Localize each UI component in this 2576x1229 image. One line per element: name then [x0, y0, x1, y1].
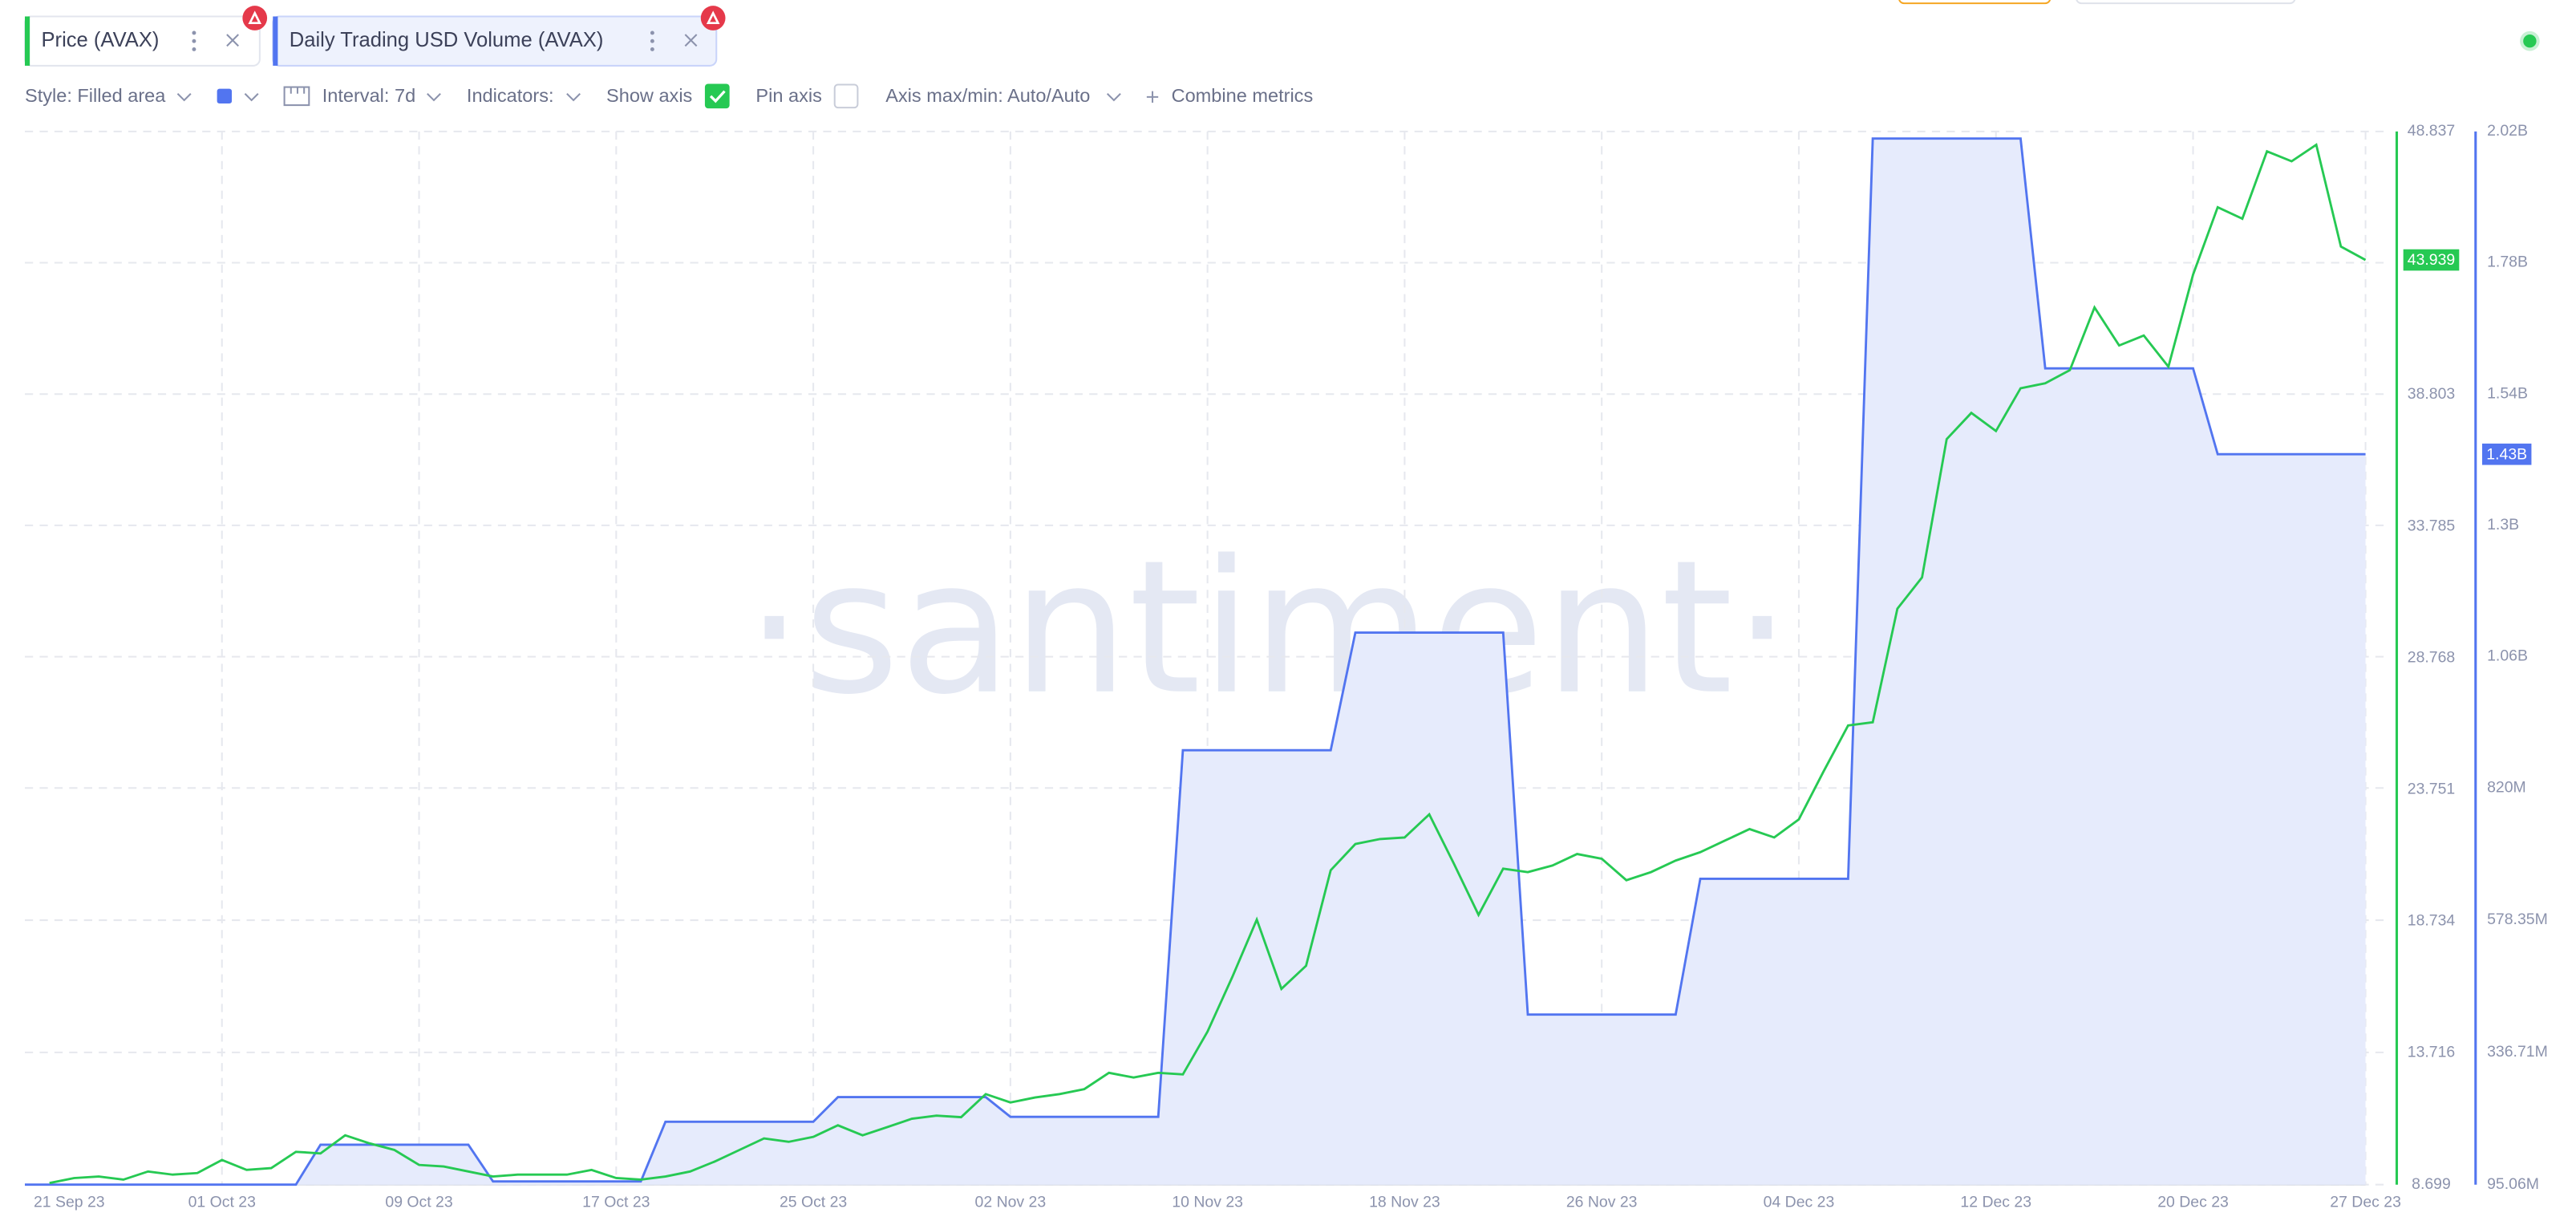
- current-value-label: 43.939: [2408, 251, 2455, 269]
- x-tick-label: 25 Oct 23: [780, 1193, 847, 1211]
- controls: Style: Filled area Interval: 7d Indicato…: [25, 83, 1314, 109]
- color-picker[interactable]: [217, 88, 233, 104]
- menu-icon[interactable]: [650, 30, 654, 51]
- x-tick-label: 12 Dec 23: [1960, 1193, 2031, 1211]
- alert-glyph: [706, 10, 720, 25]
- status-dot: [2520, 30, 2540, 51]
- x-tick-label: 01 Oct 23: [188, 1193, 256, 1211]
- series-line: [49, 143, 2367, 1185]
- y-tick-label: 48.837: [2408, 122, 2455, 140]
- indicators-control[interactable]: Indicators:: [467, 85, 554, 106]
- x-tick-label: 21 Sep 23: [34, 1193, 105, 1211]
- series-line: [24, 137, 2366, 1186]
- tab-label: Price (AVAX): [41, 29, 159, 51]
- pin-axis-checkbox[interactable]: [833, 83, 859, 109]
- style-control[interactable]: Style: Filled area: [25, 85, 166, 106]
- current-value-label: 1.43B: [2486, 445, 2527, 463]
- y2-tick-label: 1.06B: [2487, 647, 2528, 665]
- menu-icon[interactable]: [192, 30, 196, 51]
- y-tick-label: 23.751: [2408, 781, 2455, 798]
- chevron: [566, 93, 581, 102]
- y-tick-label: 33.785: [2408, 517, 2455, 534]
- y2-tick-label: 2.02B: [2487, 122, 2528, 140]
- current-value-badge: [2481, 443, 2532, 465]
- y-tick-label: 13.716: [2408, 1044, 2455, 1061]
- x-tick-label: 26 Nov 23: [1566, 1193, 1638, 1211]
- check-glyph: [709, 90, 726, 103]
- close-icon[interactable]: [684, 34, 698, 47]
- tab-label: Daily Trading USD Volume (AVAX): [290, 29, 604, 51]
- y-tick-label: 38.803: [2408, 385, 2455, 403]
- chevron: [176, 93, 192, 102]
- plot: ·santiment· 21 Sep 23 01 Oct 23 09 Oct 23 17…: [24, 122, 2548, 1211]
- x-tick-label: 27 Dec 23: [2330, 1193, 2401, 1211]
- plus-icon: [1146, 91, 1159, 103]
- top-button[interactable]: [2076, 0, 2296, 5]
- show-axis-label[interactable]: Show axis: [606, 85, 692, 106]
- area-fill: [24, 138, 2366, 1185]
- y2-tick-label: 1.3B: [2487, 516, 2519, 533]
- x-tick-label: 09 Oct 23: [385, 1193, 452, 1211]
- tab-color: [273, 16, 278, 66]
- alert-icon: [242, 6, 268, 30]
- chevron: [244, 93, 259, 102]
- y-tick-label: 8.699: [2412, 1175, 2451, 1193]
- combine-metrics[interactable]: Combine metrics: [1172, 85, 1314, 106]
- x-tick-label: 10 Nov 23: [1172, 1193, 1243, 1211]
- y2-tick-label: 336.71M: [2487, 1043, 2548, 1061]
- metric-tab[interactable]: Price (AVAX): [23, 6, 268, 67]
- alert-glyph: [248, 10, 262, 25]
- x-tick-label: 17 Oct 23: [582, 1193, 650, 1211]
- y-tick-label: 18.734: [2408, 912, 2456, 930]
- x-tick-label: 18 Nov 23: [1369, 1193, 1440, 1211]
- y2-tick-label: 1.54B: [2487, 384, 2528, 402]
- chevron: [1106, 93, 1121, 102]
- x-tick-label: 20 Dec 23: [2157, 1193, 2229, 1211]
- alert-icon: [700, 6, 726, 30]
- y2-tick-label: 578.35M: [2487, 911, 2548, 928]
- interval-icon: [290, 87, 306, 94]
- tab-color: [24, 16, 30, 66]
- chevron: [427, 93, 441, 102]
- x-tick-label: 04 Dec 23: [1764, 1193, 1835, 1211]
- y2-tick-label: 820M: [2487, 778, 2526, 796]
- y2-tick-label: 1.78B: [2487, 254, 2528, 271]
- pin-axis-label[interactable]: Pin axis: [755, 85, 821, 106]
- metric-tab[interactable]: Daily Trading USD Volume (AVAX): [272, 6, 726, 67]
- x-tick-label: 02 Nov 23: [975, 1193, 1047, 1211]
- close-icon[interactable]: [226, 34, 239, 47]
- top-button[interactable]: [1898, 0, 2051, 5]
- axis-range-control[interactable]: Axis max/min: Auto/Auto: [885, 85, 1090, 106]
- interval-control[interactable]: Interval: 7d: [322, 85, 415, 106]
- y2-tick-label: 95.06M: [2487, 1175, 2539, 1193]
- y-tick-label: 28.768: [2408, 648, 2455, 666]
- current-value-badge: [2403, 249, 2460, 271]
- watermark: ·santiment·: [745, 521, 1792, 736]
- show-axis-checkbox[interactable]: [704, 83, 730, 109]
